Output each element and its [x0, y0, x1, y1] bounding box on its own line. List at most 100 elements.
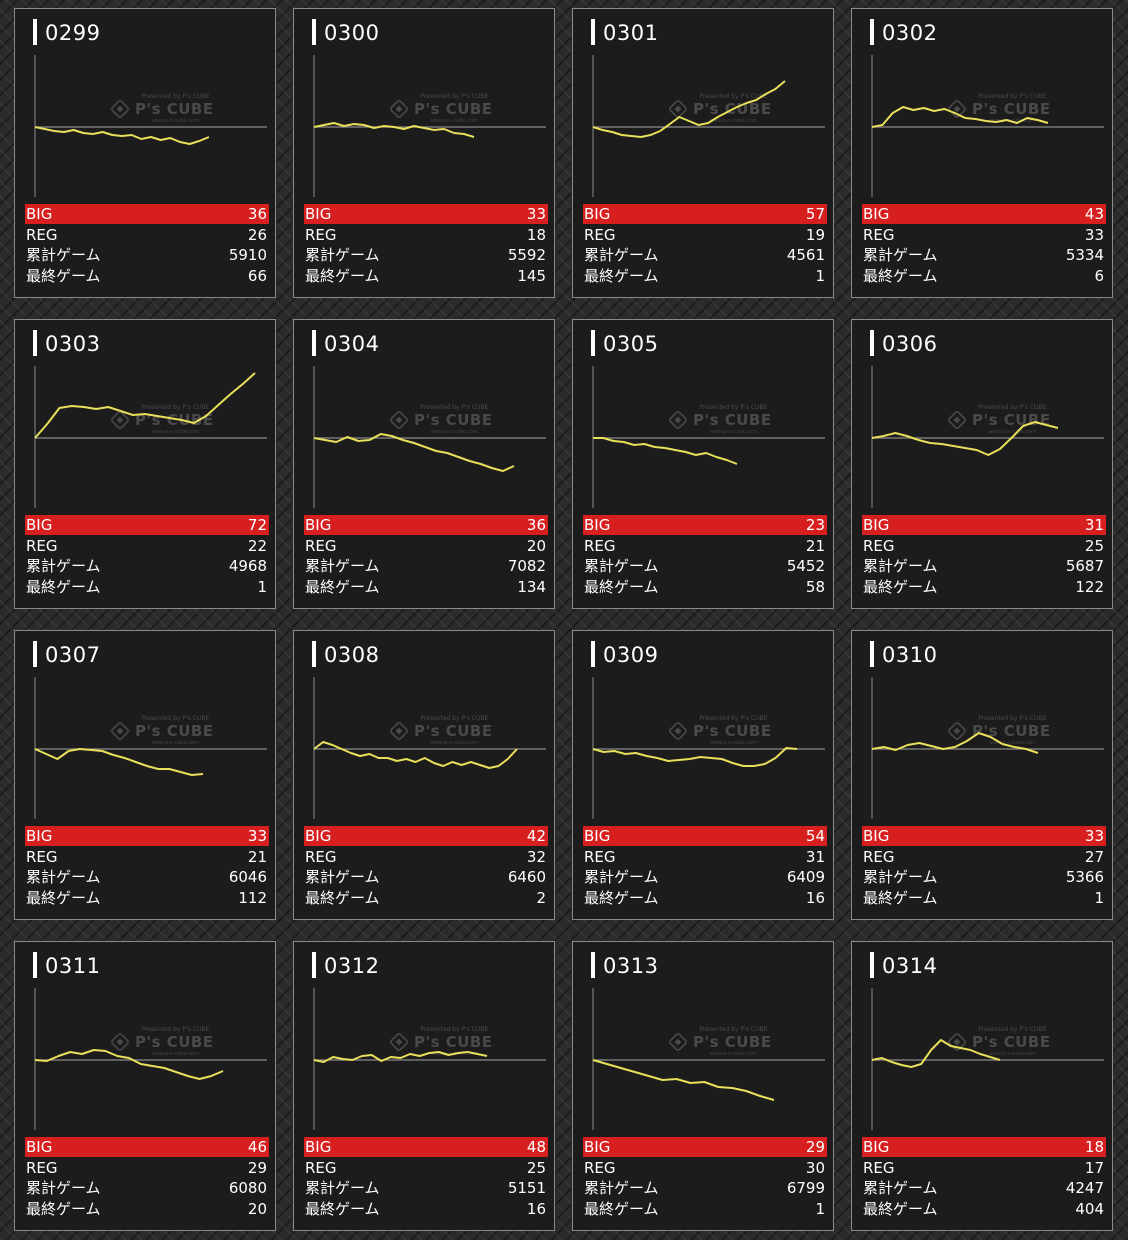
- slump-graph: Presented by P's CUBE P's CUBE www.p-s-cub…: [862, 364, 1106, 508]
- big-row-value: 46: [247, 1138, 267, 1156]
- machine-card[interactable]: 0307 Presented by P's CUBE P's CUBE www.p-s…: [14, 630, 276, 920]
- last-games-row-value: 1: [1094, 889, 1104, 907]
- machine-card[interactable]: 0309 Presented by P's CUBE P's CUBE www.p-s…: [572, 630, 834, 920]
- reg-row: REG 26: [25, 225, 269, 245]
- total-games-row-value: 6080: [228, 1179, 267, 1197]
- big-row-value: 36: [526, 516, 546, 534]
- total-games-row-value: 6046: [228, 868, 267, 886]
- total-games-row-value: 5334: [1065, 246, 1104, 264]
- machine-number: 0309: [591, 641, 658, 667]
- big-row-value: 54: [805, 827, 825, 845]
- last-games-row-value: 16: [526, 1200, 546, 1218]
- reg-row: REG 25: [862, 536, 1106, 556]
- reg-row-label: REG: [26, 537, 58, 555]
- big-row: BIG 72: [25, 515, 269, 535]
- big-row-label: BIG: [305, 516, 332, 534]
- total-games-row-label: 累計ゲーム: [863, 1179, 938, 1197]
- machine-card[interactable]: 0306 Presented by P's CUBE P's CUBE www.p-s…: [851, 319, 1113, 609]
- reg-row-label: REG: [863, 537, 895, 555]
- machine-number: 0313: [591, 952, 658, 978]
- reg-row-label: REG: [863, 226, 895, 244]
- slump-graph: Presented by P's CUBE P's CUBE www.p-s-cub…: [25, 53, 269, 197]
- last-games-row: 最終ゲーム 2: [304, 888, 548, 908]
- total-games-row-value: 6409: [786, 868, 825, 886]
- last-games-row-value: 1: [815, 267, 825, 285]
- reg-row-label: REG: [305, 226, 337, 244]
- machine-card[interactable]: 0308 Presented by P's CUBE P's CUBE www.p-s…: [293, 630, 555, 920]
- slump-graph: Presented by P's CUBE P's CUBE www.p-s-cub…: [583, 986, 827, 1130]
- reg-row: REG 33: [862, 225, 1106, 245]
- reg-row: REG 17: [862, 1158, 1106, 1178]
- reg-row-label: REG: [584, 1159, 616, 1177]
- reg-row-value: 22: [247, 537, 267, 555]
- total-games-row: 累計ゲーム 5687: [862, 556, 1106, 576]
- machine-number: 0314: [870, 952, 937, 978]
- last-games-row: 最終ゲーム 20: [25, 1199, 269, 1219]
- reg-row-value: 26: [247, 226, 267, 244]
- big-row: BIG 29: [583, 1137, 827, 1157]
- last-games-row-value: 20: [247, 1200, 267, 1218]
- total-games-row-value: 4561: [786, 246, 825, 264]
- graph-svg: [313, 55, 546, 197]
- total-games-row-value: 4247: [1065, 1179, 1104, 1197]
- machine-number: 0305: [591, 330, 658, 356]
- graph-svg: [34, 677, 267, 819]
- graph-svg: [871, 988, 1104, 1130]
- machine-card[interactable]: 0312 Presented by P's CUBE P's CUBE www.p-s…: [293, 941, 555, 1231]
- big-row-value: 72: [247, 516, 267, 534]
- big-row: BIG 46: [25, 1137, 269, 1157]
- reg-row-value: 32: [526, 848, 546, 866]
- machine-card[interactable]: 0301 Presented by P's CUBE P's CUBE www.p-s…: [572, 8, 834, 298]
- slump-graph: Presented by P's CUBE P's CUBE www.p-s-cub…: [583, 364, 827, 508]
- machine-card[interactable]: 0304 Presented by P's CUBE P's CUBE www.p-s…: [293, 319, 555, 609]
- last-games-row-label: 最終ゲーム: [26, 578, 101, 596]
- total-games-row-value: 7082: [507, 557, 546, 575]
- graph-svg: [313, 988, 546, 1130]
- big-row-value: 18: [1084, 1138, 1104, 1156]
- big-row-label: BIG: [305, 1138, 332, 1156]
- big-row-value: 31: [1084, 516, 1104, 534]
- reg-row-label: REG: [305, 848, 337, 866]
- reg-row-value: 19: [805, 226, 825, 244]
- last-games-row: 最終ゲーム 404: [862, 1199, 1106, 1219]
- big-row-value: 33: [526, 205, 546, 223]
- machine-card[interactable]: 0299 Presented by P's CUBE P's CUBE www.p-s…: [14, 8, 276, 298]
- reg-row-value: 29: [247, 1159, 267, 1177]
- big-row: BIG 33: [304, 204, 548, 224]
- total-games-row-label: 累計ゲーム: [26, 246, 101, 264]
- last-games-row-label: 最終ゲーム: [584, 267, 659, 285]
- reg-row: REG 20: [304, 536, 548, 556]
- slump-line: [871, 421, 1059, 456]
- total-games-row-value: 5910: [228, 246, 267, 264]
- machine-card[interactable]: 0313 Presented by P's CUBE P's CUBE www.p-s…: [572, 941, 834, 1231]
- total-games-row-value: 5592: [507, 246, 546, 264]
- last-games-row-label: 最終ゲーム: [26, 267, 101, 285]
- last-games-row-value: 58: [805, 578, 825, 596]
- last-games-row: 最終ゲーム 16: [304, 1199, 548, 1219]
- machine-card[interactable]: 0305 Presented by P's CUBE P's CUBE www.p-s…: [572, 319, 834, 609]
- total-games-row: 累計ゲーム 6799: [583, 1178, 827, 1198]
- big-row-label: BIG: [26, 516, 53, 534]
- reg-row: REG 18: [304, 225, 548, 245]
- slump-line: [593, 437, 738, 465]
- graph-svg: [34, 988, 267, 1130]
- machine-card[interactable]: 0302 Presented by P's CUBE P's CUBE www.p-s…: [851, 8, 1113, 298]
- total-games-row: 累計ゲーム 6080: [25, 1178, 269, 1198]
- machine-card[interactable]: 0314 Presented by P's CUBE P's CUBE www.p-s…: [851, 941, 1113, 1231]
- reg-row: REG 31: [583, 847, 827, 867]
- slump-graph: Presented by P's CUBE P's CUBE www.p-s-cub…: [304, 675, 548, 819]
- reg-row-value: 31: [805, 848, 825, 866]
- last-games-row: 最終ゲーム 6: [862, 266, 1106, 286]
- machine-card[interactable]: 0311 Presented by P's CUBE P's CUBE www.p-s…: [14, 941, 276, 1231]
- graph-svg: [592, 988, 825, 1130]
- big-row-label: BIG: [863, 516, 890, 534]
- last-games-row: 最終ゲーム 1: [583, 1199, 827, 1219]
- graph-svg: [34, 55, 267, 197]
- machine-card[interactable]: 0303 Presented by P's CUBE P's CUBE www.p-s…: [14, 319, 276, 609]
- total-games-row-value: 5366: [1065, 868, 1104, 886]
- last-games-row-label: 最終ゲーム: [305, 267, 380, 285]
- reg-row: REG 22: [25, 536, 269, 556]
- graph-svg: [592, 677, 825, 819]
- machine-card[interactable]: 0300 Presented by P's CUBE P's CUBE www.p-s…: [293, 8, 555, 298]
- machine-card[interactable]: 0310 Presented by P's CUBE P's CUBE www.p-s…: [851, 630, 1113, 920]
